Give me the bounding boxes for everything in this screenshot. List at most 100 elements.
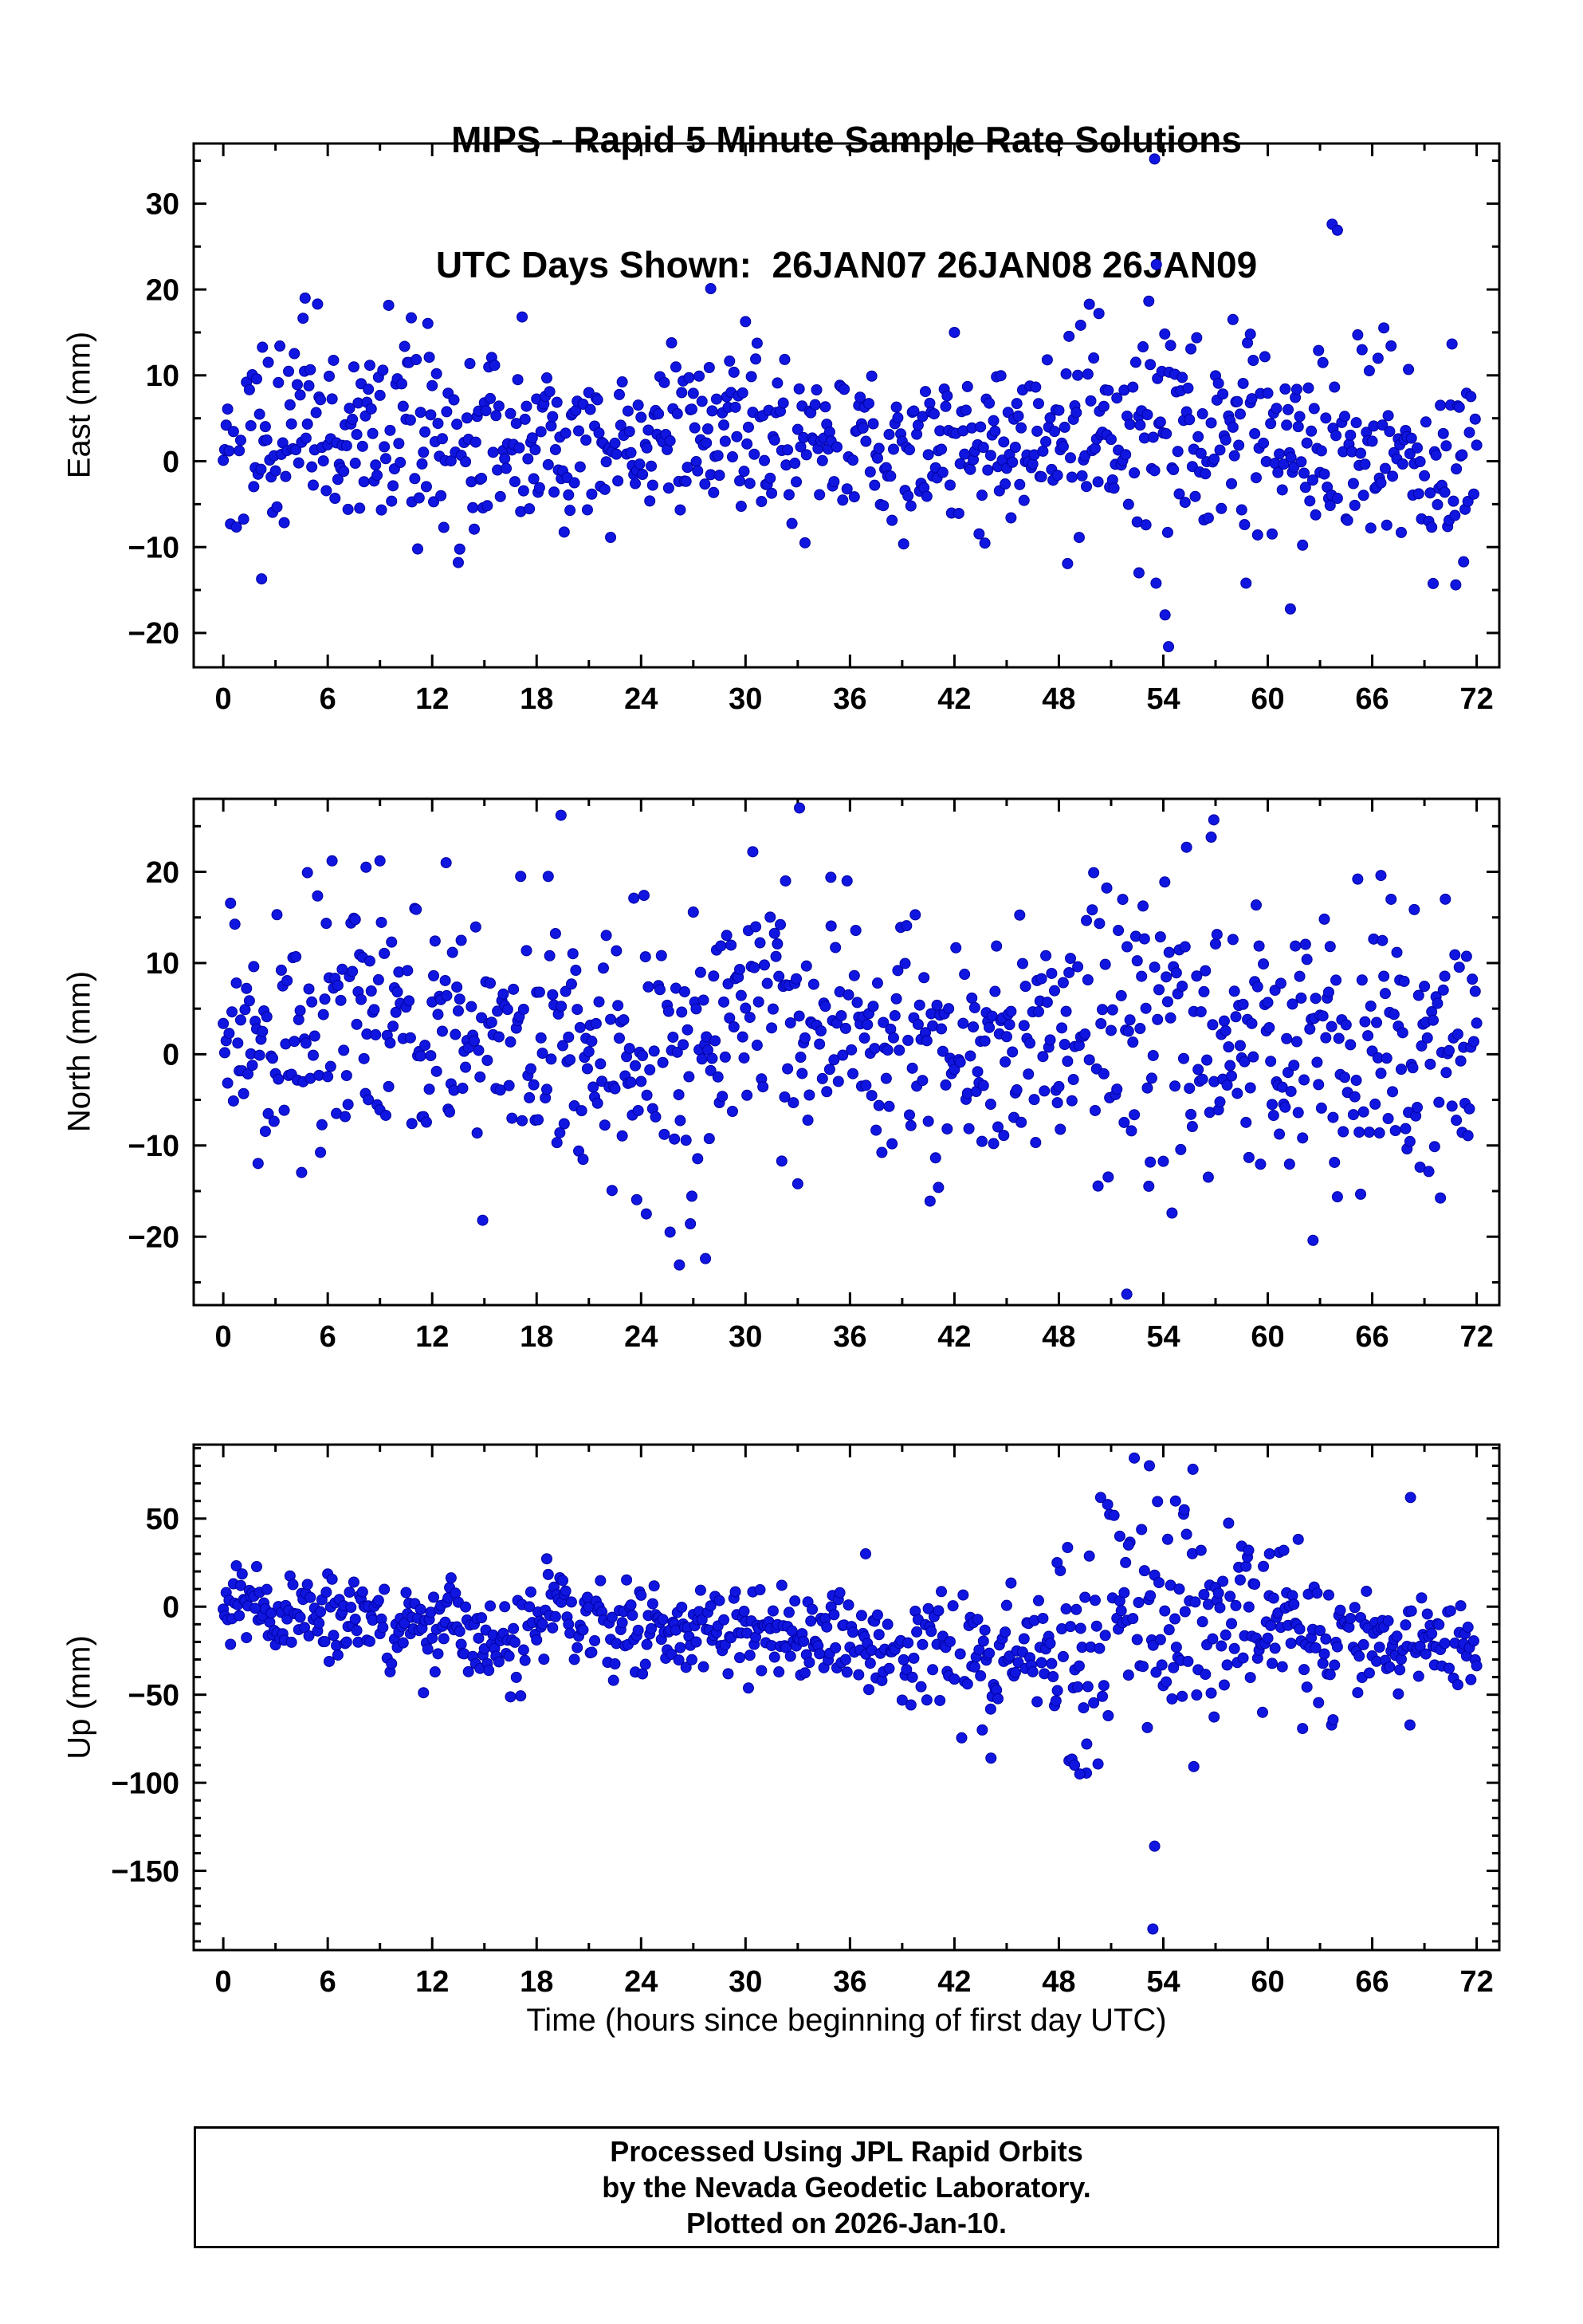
data-point <box>1267 1110 1279 1122</box>
data-point <box>953 507 964 519</box>
data-point <box>1432 997 1444 1009</box>
data-point <box>345 1602 357 1614</box>
data-point <box>1320 1633 1332 1645</box>
data-point <box>238 513 249 525</box>
data-point <box>1435 399 1447 411</box>
data-point <box>271 501 283 513</box>
data-point <box>616 1130 628 1142</box>
x-tick-label: 0 <box>215 682 232 716</box>
x-tick-label: 6 <box>320 682 336 716</box>
data-point <box>1313 1079 1325 1091</box>
data-point <box>1083 1550 1095 1562</box>
data-point <box>342 1099 354 1111</box>
data-point <box>988 1138 1000 1150</box>
y-tick-label: 20 <box>146 856 179 890</box>
data-point <box>1127 1613 1139 1625</box>
data-point <box>568 477 580 489</box>
data-point <box>487 446 499 458</box>
x-tick-label: 42 <box>937 682 971 716</box>
data-point <box>821 1086 833 1098</box>
data-point <box>457 1083 469 1095</box>
data-point <box>1243 1151 1255 1163</box>
data-point <box>1035 471 1047 483</box>
data-point <box>847 1626 859 1638</box>
data-point <box>259 421 271 433</box>
data-point <box>1159 1605 1171 1617</box>
data-point <box>713 470 725 482</box>
data-point <box>1463 427 1475 438</box>
data-point <box>429 1666 441 1678</box>
data-point <box>674 504 686 516</box>
data-point <box>878 1017 890 1028</box>
x-tick-label: 66 <box>1355 682 1389 716</box>
data-point <box>961 1678 973 1690</box>
data-point <box>290 950 302 962</box>
data-point <box>1182 382 1194 394</box>
data-point <box>452 1005 464 1017</box>
data-point <box>363 383 375 395</box>
data-point <box>1266 1099 1278 1111</box>
x-tick-label: 18 <box>520 1320 553 1354</box>
data-point <box>1373 1127 1385 1139</box>
data-point <box>799 1032 811 1044</box>
data-point <box>690 456 702 468</box>
data-point <box>862 1019 874 1031</box>
data-point <box>1313 344 1325 356</box>
data-point <box>696 395 708 407</box>
data-point <box>1391 946 1403 958</box>
x-tick-label: 54 <box>1146 682 1180 716</box>
data-point <box>1382 410 1394 422</box>
data-point <box>1000 478 1011 490</box>
data-point <box>1200 1669 1212 1681</box>
data-point <box>564 505 576 517</box>
data-point <box>1416 1040 1428 1052</box>
data-point <box>1411 442 1423 454</box>
data-point <box>1214 444 1226 456</box>
data-point <box>618 1014 630 1026</box>
data-point <box>609 1083 621 1095</box>
data-point <box>410 354 422 366</box>
data-point <box>1247 1051 1259 1063</box>
data-point <box>864 466 876 478</box>
data-point <box>310 407 322 419</box>
data-point <box>273 1073 285 1085</box>
data-point <box>1079 1028 1091 1040</box>
data-point-outlier <box>705 283 717 295</box>
data-point-outlier <box>674 1259 685 1271</box>
data-point <box>1065 1621 1077 1633</box>
data-point <box>1331 1641 1343 1653</box>
data-point <box>234 445 246 457</box>
data-point <box>642 981 654 993</box>
data-point <box>1240 1116 1252 1128</box>
data-point <box>1226 1618 1238 1630</box>
data-point <box>1378 970 1390 982</box>
data-point-outlier <box>1208 814 1220 826</box>
x-tick-label: 42 <box>937 1320 971 1354</box>
data-point <box>384 1037 396 1049</box>
data-point <box>468 523 480 535</box>
data-point <box>1292 421 1304 433</box>
data-point <box>750 353 762 365</box>
data-point <box>1152 1496 1164 1508</box>
data-point <box>937 466 949 478</box>
data-point <box>1396 1027 1408 1039</box>
data-point <box>1237 998 1249 1010</box>
data-point <box>1412 1670 1424 1682</box>
data-point <box>429 935 441 947</box>
data-point <box>802 1115 814 1127</box>
data-point <box>1455 1055 1467 1067</box>
data-point <box>918 972 930 984</box>
data-point <box>473 1044 485 1056</box>
data-point <box>903 1109 915 1121</box>
data-point <box>438 521 450 533</box>
data-point <box>371 470 383 482</box>
data-point-outlier <box>1094 1492 1106 1504</box>
data-point <box>680 1134 692 1146</box>
data-point <box>549 927 561 939</box>
data-point <box>977 1635 989 1647</box>
data-point <box>379 441 391 453</box>
data-point <box>439 974 451 986</box>
data-point <box>460 456 472 468</box>
data-point <box>238 1087 249 1099</box>
data-point <box>706 405 718 417</box>
